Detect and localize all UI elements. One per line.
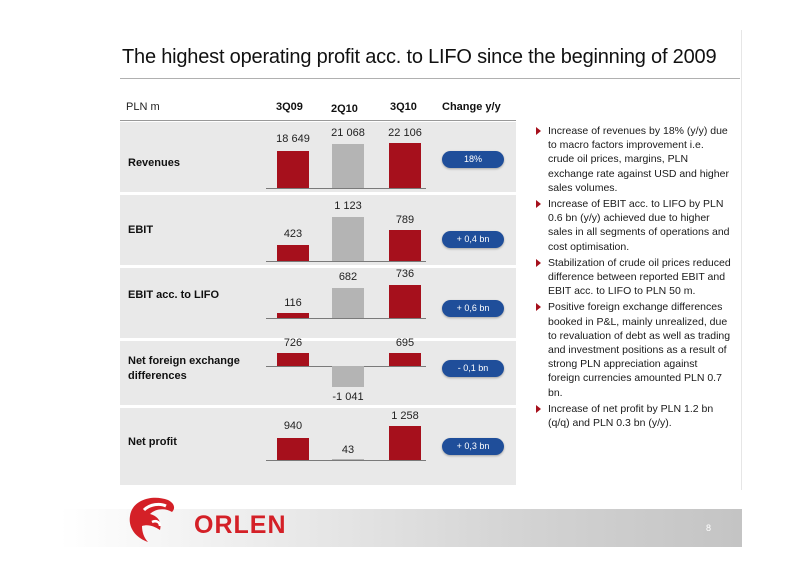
unit-label: PLN m bbox=[126, 101, 160, 113]
bar-lifo-2q10 bbox=[332, 288, 364, 318]
financial-table: PLN m 3Q09 2Q10 3Q10 Change y/y Revenues… bbox=[120, 94, 516, 485]
bar-ebit-2q10 bbox=[332, 217, 364, 261]
row-baseline bbox=[266, 318, 426, 319]
bar-lifo-3q10 bbox=[389, 285, 421, 318]
row-label-line: differences bbox=[128, 370, 187, 382]
value-label: 116 bbox=[284, 297, 302, 309]
row-label: Net profit bbox=[128, 436, 177, 448]
bullet-text: Stabilization of crude oil prices reduce… bbox=[548, 256, 731, 298]
bullet-text: Increase of net profit by PLN 1.2 bn (q/… bbox=[548, 402, 714, 430]
bullet-text: Positive foreign exchange differences bo… bbox=[548, 301, 731, 399]
list-item: Stabilization of crude oil prices reduce… bbox=[536, 256, 732, 299]
title-divider bbox=[120, 78, 740, 79]
orlen-logo: ORLEN bbox=[129, 497, 287, 542]
table-row: Net foreign exchange differences 726 -1 … bbox=[120, 337, 516, 408]
column-header-3q09: 3Q09 bbox=[276, 101, 303, 113]
bar-netprofit-3q09 bbox=[277, 438, 309, 460]
bar-netprofit-2q10 bbox=[332, 459, 364, 460]
list-item: Increase of EBIT acc. to LIFO by PLN 0.6… bbox=[536, 197, 732, 254]
change-badge: + 0,4 bn bbox=[442, 231, 504, 248]
bullet-arrow-icon bbox=[536, 258, 541, 267]
bullet-text: Increase of revenues by 18% (y/y) due to… bbox=[548, 125, 729, 194]
value-label: 940 bbox=[283, 420, 303, 432]
value-label: -1 041 bbox=[332, 391, 364, 403]
change-badge: - 0,1 bn bbox=[442, 360, 504, 377]
bar-fx-2q10 bbox=[332, 366, 364, 387]
column-header-change: Change y/y bbox=[442, 101, 501, 113]
list-item: Increase of net profit by PLN 1.2 bn (q/… bbox=[536, 402, 732, 430]
row-label: EBIT bbox=[128, 224, 154, 236]
value-label: 695 bbox=[395, 337, 415, 349]
row-label: Net foreign exchange differences bbox=[128, 354, 240, 384]
value-label: 43 bbox=[341, 444, 355, 456]
column-header-3q10: 3Q10 bbox=[390, 101, 417, 113]
right-margin-line bbox=[741, 30, 742, 490]
value-label: 682 bbox=[338, 271, 358, 283]
table-header: PLN m 3Q09 2Q10 3Q10 Change y/y bbox=[120, 94, 516, 120]
change-badge: + 0,6 bn bbox=[442, 300, 504, 317]
table-row: EBIT acc. to LIFO 116 682 736 + 0,6 bn bbox=[120, 268, 516, 341]
table-row: Revenues 18 649 21 068 22 106 18% bbox=[120, 122, 516, 195]
row-label-line: Net foreign exchange bbox=[128, 355, 240, 367]
change-badge: 18% bbox=[442, 151, 504, 168]
bullet-arrow-icon bbox=[536, 127, 541, 135]
bar-netprofit-3q10 bbox=[389, 426, 421, 460]
value-label: 789 bbox=[395, 214, 415, 226]
value-label: 736 bbox=[395, 268, 415, 280]
bar-revenues-2q10 bbox=[332, 144, 364, 188]
value-label: 22 106 bbox=[388, 127, 422, 139]
row-baseline bbox=[266, 261, 426, 262]
svg-text:ORLEN: ORLEN bbox=[194, 511, 287, 539]
list-item: Positive foreign exchange differences bo… bbox=[536, 300, 732, 399]
bar-revenues-3q09 bbox=[277, 151, 309, 188]
value-label: 18 649 bbox=[276, 133, 310, 145]
bar-ebit-3q09 bbox=[277, 245, 309, 261]
value-label: 21 068 bbox=[331, 127, 365, 139]
change-badge: + 0,3 bn bbox=[442, 438, 504, 455]
bullet-arrow-icon bbox=[536, 303, 541, 312]
bar-lifo-3q09 bbox=[277, 313, 309, 318]
bar-fx-3q09 bbox=[277, 353, 309, 366]
table-row: Net profit 940 43 1 258 + 0,3 bn bbox=[120, 408, 516, 485]
header-underline bbox=[120, 120, 516, 121]
commentary-list: Increase of revenues by 18% (y/y) due to… bbox=[536, 124, 732, 432]
row-baseline bbox=[266, 460, 426, 461]
bullet-arrow-icon bbox=[536, 200, 541, 209]
value-label: 1 258 bbox=[391, 410, 419, 422]
value-label: 1 123 bbox=[334, 200, 362, 212]
bullet-text: Increase of EBIT acc. to LIFO by PLN 0.6… bbox=[548, 198, 730, 253]
column-header-2q10: 2Q10 bbox=[331, 103, 358, 115]
list-item: Increase of revenues by 18% (y/y) due to… bbox=[536, 124, 732, 195]
value-label: 423 bbox=[283, 228, 303, 240]
bar-fx-3q10 bbox=[389, 353, 421, 366]
row-label: Revenues bbox=[128, 157, 180, 169]
slide-title: The highest operating profit acc. to LIF… bbox=[122, 46, 717, 68]
footer-bar bbox=[60, 509, 742, 547]
value-label: 726 bbox=[283, 337, 303, 349]
bullet-arrow-icon bbox=[536, 404, 541, 413]
page-number: 8 bbox=[706, 523, 712, 533]
row-label: EBIT acc. to LIFO bbox=[128, 289, 220, 301]
row-baseline bbox=[266, 188, 426, 189]
bar-revenues-3q10 bbox=[389, 143, 421, 188]
bar-ebit-3q10 bbox=[389, 230, 421, 261]
table-row: EBIT 423 1 123 789 + 0,4 bn bbox=[120, 195, 516, 268]
